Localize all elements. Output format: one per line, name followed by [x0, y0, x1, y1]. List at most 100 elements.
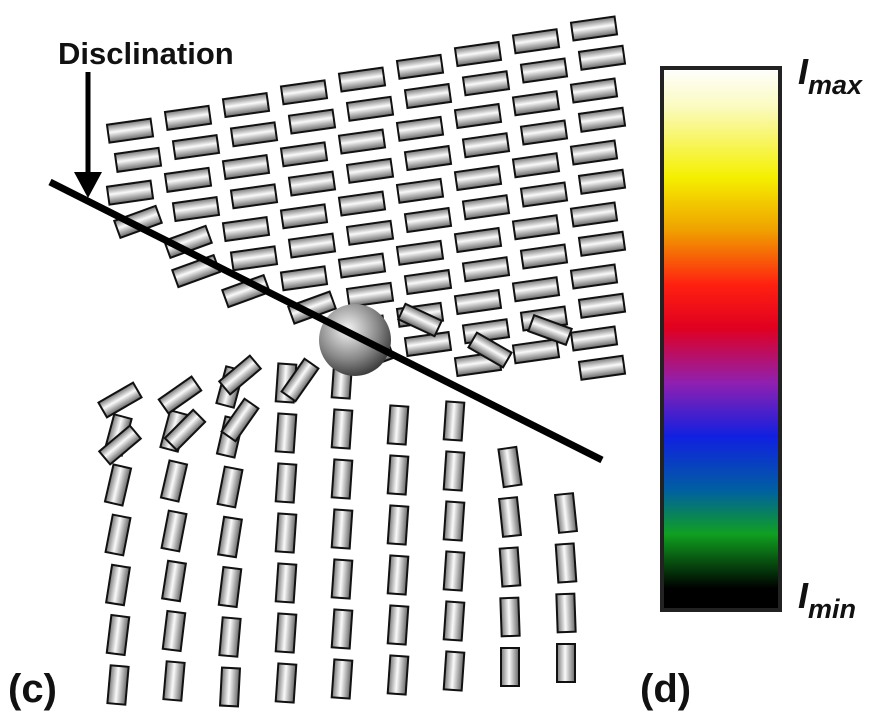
rod [571, 265, 617, 289]
colorbar-max-label: Imax [798, 51, 863, 100]
subscript: max [808, 70, 863, 100]
rod [571, 141, 617, 165]
rod [163, 661, 184, 700]
panel-label: (c) [8, 667, 57, 711]
rod [405, 84, 451, 108]
rod [332, 609, 353, 648]
rod [281, 204, 327, 228]
rod [499, 497, 521, 537]
rod [332, 409, 353, 448]
rod [172, 255, 220, 287]
rod [276, 413, 297, 452]
rod [521, 245, 567, 269]
rod [219, 617, 240, 656]
rod [571, 203, 617, 227]
rod [579, 170, 625, 194]
rod [106, 515, 131, 556]
rod [444, 651, 465, 690]
rod [223, 217, 269, 241]
rod [455, 42, 501, 66]
rod [107, 665, 128, 704]
rod [513, 215, 559, 239]
rod [463, 71, 509, 95]
rod [289, 110, 335, 134]
rod [579, 232, 625, 256]
rod [281, 80, 327, 104]
rod [513, 339, 559, 363]
panel-label: (d) [640, 667, 691, 711]
rod [223, 155, 269, 179]
rod [161, 460, 187, 501]
rod [513, 91, 559, 115]
rod [162, 561, 186, 601]
rod [219, 567, 241, 607]
rod [405, 332, 451, 356]
rod [173, 197, 219, 221]
rod [339, 192, 385, 216]
rod [347, 221, 393, 245]
rod [115, 148, 161, 172]
rod [555, 493, 577, 533]
rod [500, 598, 519, 637]
rod [388, 455, 409, 494]
colorbar-min-label: Imin [798, 575, 856, 624]
rod [173, 135, 219, 159]
rod [347, 283, 393, 307]
rod [276, 513, 297, 552]
rod [455, 290, 501, 314]
rod [513, 153, 559, 177]
rod [339, 68, 385, 92]
rod [579, 108, 625, 132]
rod [106, 565, 130, 605]
rod [463, 257, 509, 281]
rod [231, 122, 277, 146]
rod [500, 547, 521, 586]
rod [556, 543, 577, 582]
rod [571, 17, 617, 41]
rod [220, 668, 240, 707]
rod [388, 605, 409, 644]
rod [388, 405, 409, 444]
rod [347, 159, 393, 183]
rod [405, 270, 451, 294]
rod [501, 648, 519, 686]
rod [332, 559, 353, 598]
rod [276, 663, 297, 702]
rod [332, 509, 353, 548]
rod [405, 146, 451, 170]
rod [405, 208, 451, 232]
rod [444, 401, 465, 440]
rod [397, 117, 443, 141]
rod [579, 294, 625, 318]
rod [444, 451, 465, 490]
rod [397, 241, 443, 265]
rod [289, 172, 335, 196]
rod [397, 179, 443, 203]
rod [165, 106, 211, 130]
rod [521, 59, 567, 83]
rod [444, 551, 465, 590]
rod [557, 644, 575, 682]
rod [444, 601, 465, 640]
rod [162, 511, 187, 552]
rod [347, 97, 393, 121]
rod [444, 501, 465, 540]
rod [339, 254, 385, 278]
rod [556, 594, 575, 633]
rod [332, 659, 353, 698]
rod [163, 611, 185, 651]
rod [388, 655, 409, 694]
subscript: min [808, 594, 856, 624]
rod [159, 377, 202, 414]
rod [463, 133, 509, 157]
rod [276, 563, 297, 602]
particle [319, 304, 391, 376]
rod [463, 195, 509, 219]
rod [571, 327, 617, 351]
rod [165, 168, 211, 192]
rod [332, 459, 353, 498]
colorbar [662, 68, 780, 610]
rod [107, 181, 153, 205]
rod [105, 464, 131, 505]
disclination-label: Disclination [58, 36, 234, 71]
